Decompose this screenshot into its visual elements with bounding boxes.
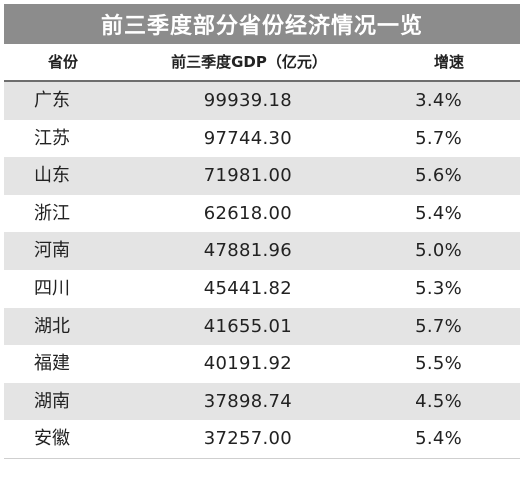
cell-province: 福建 (34, 353, 70, 375)
table-row: 湖北 41655.01 5.7% (4, 307, 520, 346)
table-row: 福建 40191.92 5.5% (4, 345, 520, 383)
cell-growth: 5.0% (415, 240, 462, 262)
data-table: 前三季度部分省份经济情况一览 省份 前三季度GDP（亿元） 增速 广东 9993… (4, 4, 520, 479)
cell-growth: 5.7% (415, 127, 462, 149)
cell-growth: 4.5% (415, 390, 462, 412)
cell-gdp: 37898.74 (203, 390, 292, 412)
table-row: 广东 99939.18 3.4% (4, 82, 520, 120)
cell-gdp: 41655.01 (203, 315, 292, 337)
table-row: 山东 71981.00 5.6% (4, 157, 520, 195)
cell-gdp: 62618.00 (203, 202, 292, 224)
cell-province: 广东 (34, 90, 70, 111)
cell-growth: 5.4% (415, 202, 462, 224)
cell-growth: 5.4% (415, 428, 462, 450)
header-gdp: 前三季度GDP（亿元） (171, 53, 327, 71)
table-row: 河南 47881.96 5.0% (4, 232, 520, 270)
cell-gdp: 97744.30 (203, 127, 292, 149)
cell-province: 江苏 (34, 127, 70, 149)
header-province: 省份 (47, 53, 78, 71)
header-growth: 增速 (433, 53, 464, 71)
table-row: 浙江 62618.00 5.4% (4, 195, 520, 233)
table-row: 江苏 97744.30 5.7% (4, 120, 520, 158)
table-row: 安徽 37257.00 5.4% (4, 420, 520, 458)
table-row: 四川 45441.82 5.3% (4, 270, 520, 308)
cell-province: 安徽 (34, 428, 70, 450)
cell-province: 浙江 (34, 202, 70, 224)
cell-gdp: 71981.00 (203, 165, 292, 187)
cell-growth: 5.3% (415, 277, 462, 299)
cell-gdp: 45441.82 (203, 277, 292, 299)
cell-gdp: 47881.96 (203, 240, 292, 262)
cell-province: 河南 (34, 240, 70, 262)
cell-growth: 5.7% (415, 315, 462, 337)
cell-gdp: 40191.92 (203, 353, 292, 375)
cell-province: 湖南 (34, 390, 70, 412)
cell-province: 湖北 (34, 315, 70, 337)
cell-province: 山东 (34, 165, 70, 187)
table-title: 前三季度部分省份经济情况一览 (4, 4, 520, 44)
cell-growth: 5.5% (415, 353, 462, 375)
table-header-row: 省份 前三季度GDP（亿元） 增速 (4, 44, 520, 82)
cell-gdp: 37257.00 (203, 428, 292, 450)
cell-growth: 5.6% (415, 165, 462, 187)
cell-gdp: 99939.18 (203, 90, 292, 111)
table-body: 广东 99939.18 3.4% 江苏 97744.30 5.7% 山东 719… (4, 82, 520, 458)
table-bottom-rule (4, 458, 520, 459)
cell-province: 四川 (34, 277, 70, 299)
cell-growth: 3.4% (415, 90, 462, 111)
table-row: 湖南 37898.74 4.5% (4, 382, 520, 421)
